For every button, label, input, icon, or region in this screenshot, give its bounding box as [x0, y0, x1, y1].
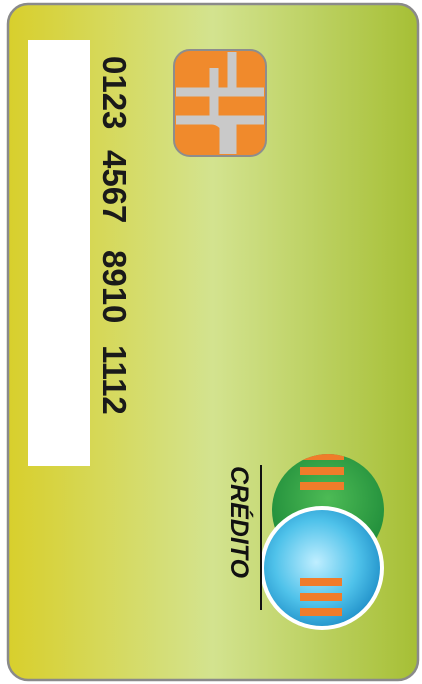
- signature-panel: [28, 40, 90, 466]
- credit-card-illustration: 0123 4567 8910 1112 CRÉDITO: [0, 0, 422, 684]
- card-number-group: 1112: [96, 345, 133, 415]
- card-number-group: 0123: [96, 56, 133, 129]
- card-number-group: 8910: [96, 250, 133, 323]
- brand-name: CRÉDITO: [225, 466, 254, 579]
- page: 0123 4567 8910 1112 CRÉDITO (() => { con…: [0, 0, 422, 684]
- chip: [174, 50, 266, 156]
- card-number-group: 4567: [96, 150, 133, 223]
